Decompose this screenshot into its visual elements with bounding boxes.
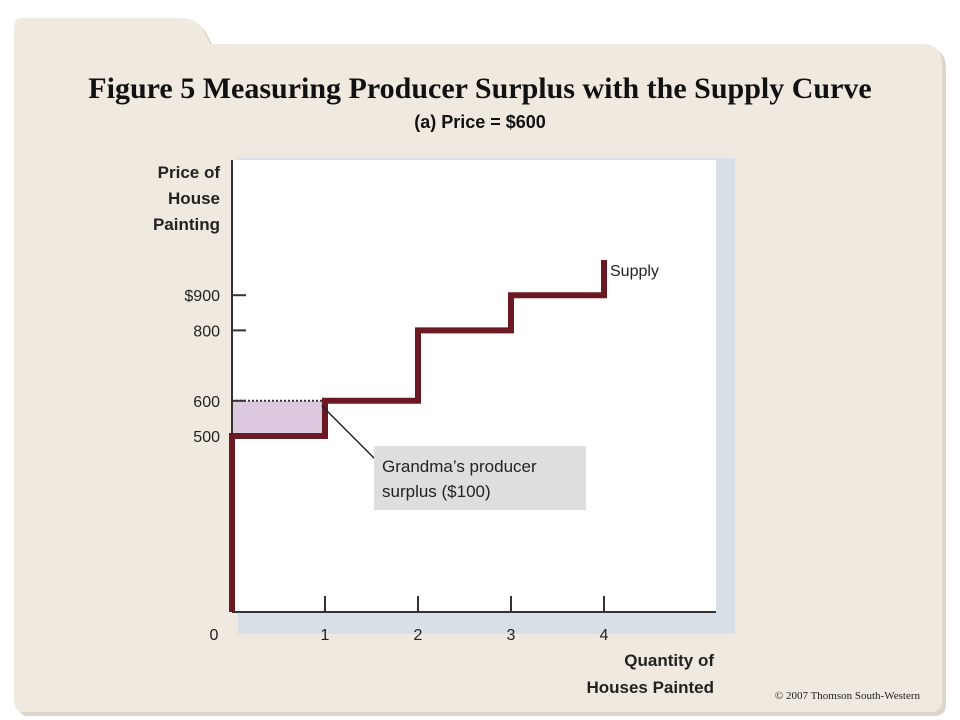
x-tick-label: 0 (210, 627, 219, 644)
callout-pointer (321, 405, 377, 461)
y-tick-label: 800 (193, 323, 220, 340)
copyright-notice: © 2007 Thomson South-Western (774, 690, 920, 702)
x-tick-label: 1 (321, 627, 330, 644)
y-tick-label: 500 (193, 429, 220, 446)
chart-title: Figure 5 Measuring Producer Surplus with… (88, 72, 872, 105)
supply-label: Supply (610, 263, 659, 280)
plot-area (232, 160, 716, 612)
y-tick-label: $900 (184, 288, 220, 305)
callout-line-2: surplus ($100) (382, 482, 491, 501)
x-tick-label: 3 (507, 627, 516, 644)
producer-surplus-area (232, 400, 325, 436)
producer-surplus-callout: Grandma’s producer surplus ($100) (374, 446, 586, 510)
x-axis-label-line-2: Houses Painted (586, 678, 714, 697)
y-axis-label-line-1: Price of (157, 163, 220, 182)
y-axis-label-line-2: House (168, 189, 220, 208)
y-axis-label-line-3: Painting (152, 215, 220, 234)
x-tick-label: 2 (414, 627, 423, 644)
chart-subtitle: (a) Price = $600 (414, 112, 546, 132)
x-axis-label-line-1: Quantity of (624, 651, 714, 670)
y-tick-label: 600 (193, 394, 220, 411)
x-tick-label: 4 (600, 627, 609, 644)
callout-line-1: Grandma’s producer (382, 457, 537, 476)
x-axis-label: Quantity of Houses Painted (494, 647, 714, 701)
y-axis-label: Price of House Painting (80, 160, 220, 238)
supply-curve (229, 260, 607, 612)
